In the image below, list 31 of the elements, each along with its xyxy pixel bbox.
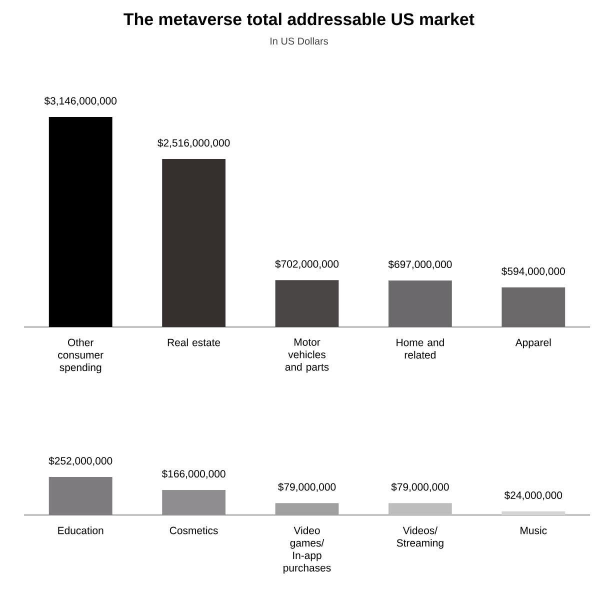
data-label: $702,000,000 <box>275 260 339 269</box>
data-label: $594,000,000 <box>502 267 565 276</box>
bar <box>388 503 452 515</box>
data-label: $79,000,000 <box>391 482 449 492</box>
data-label: $166,000,000 <box>162 470 226 479</box>
x-tick-label: Home and related <box>396 338 444 359</box>
bar <box>48 477 112 515</box>
x-tick-label: Real estate <box>168 338 220 346</box>
bar <box>162 159 226 327</box>
x-tick-label: Education <box>58 526 104 534</box>
bar <box>502 287 566 327</box>
data-label: $3,146,000,000 <box>44 96 117 106</box>
chart-subtitle: In US Dollars <box>270 37 328 45</box>
bar <box>388 280 452 327</box>
x-tick-label: Apparel <box>515 338 551 348</box>
chart-title: The metaverse total addressable US market <box>124 12 474 26</box>
data-label: $2,516,000,000 <box>158 138 230 148</box>
bar <box>275 280 339 327</box>
data-label: $252,000,000 <box>48 456 112 466</box>
x-tick-label: Cosmetics <box>170 526 218 534</box>
x-tick-label: Other consumer spending <box>58 338 104 374</box>
x-tick-label: Video games/ In-app purchases <box>284 526 331 574</box>
data-label: $79,000,000 <box>278 482 336 492</box>
data-label: $24,000,000 <box>504 491 562 500</box>
x-tick-label: Motor vehicles and parts <box>285 338 329 373</box>
bar <box>48 116 112 327</box>
bar <box>275 503 339 515</box>
x-tick-label: Music <box>520 526 547 534</box>
bar <box>502 511 566 515</box>
x-tick-label: Videos/ Streaming <box>396 526 444 549</box>
data-label: $697,000,000 <box>388 260 452 270</box>
